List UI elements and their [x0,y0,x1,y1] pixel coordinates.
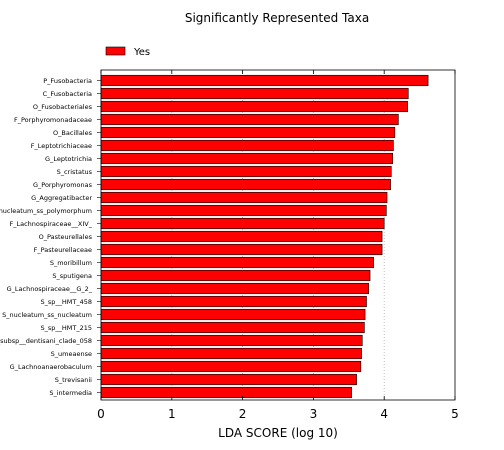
category-label: S_sp__HMT_215 [40,324,92,332]
category-label: F_Porphyromonadaceae [14,116,92,124]
category-labels: P_Fusobacteria C_Fusobacteria O_Fusobacter… [0,77,101,397]
bar [100,139,394,152]
category-label: S_umeaense [51,350,92,358]
category-label: S_sp__HMT_458 [40,298,92,306]
bar [100,230,383,243]
bar [100,165,392,178]
bar [100,373,357,386]
bar [100,204,387,217]
category-label: F_Pasteurellaceae [34,246,92,254]
bar [100,360,362,373]
x-tick-label: 2 [239,407,247,421]
bar [100,243,383,256]
bar [100,269,371,282]
bar [100,386,352,399]
x-axis-ticks: 0 1 2 3 4 5 [97,70,459,421]
category-label: S_trevisanii [55,376,92,384]
x-tick-label: 0 [97,407,105,421]
category-label: O_Fusobacteriales [33,103,93,111]
category-label: S_nucleatum_ss_nucleatum [2,311,92,319]
bar [100,347,362,360]
category-label: S_subsp__dentisani_clade_058 [0,337,92,345]
bars [100,74,429,399]
category-label: S_nucleatum_ss_polymorphum [0,207,92,215]
bar [100,126,396,139]
category-label: G_Porphyromonas [33,181,93,189]
category-label: O_Bacillales [53,129,93,137]
category-label: F_Leptotrichiaceae [31,142,92,150]
x-tick-label: 5 [451,407,459,421]
x-tick-label: 3 [310,407,318,421]
bar [100,178,391,191]
bar [100,191,388,204]
legend: Yes [105,46,150,58]
category-label: G_Leptotrichia [45,155,92,163]
legend-swatch [105,46,126,56]
category-label: P_Fusobacteria [43,77,92,85]
x-tick-label: 1 [168,407,176,421]
bar [100,217,385,230]
category-label: S_cristatus [57,168,93,176]
category-label: S_moribillum [50,259,92,267]
bar [100,152,393,165]
category-label: C_Fusobacteria [43,90,92,98]
bar [100,100,408,113]
bar [100,308,366,321]
category-label: S_intermedia [49,389,92,397]
category-label: G_Aggregatibacter [31,194,92,202]
bar [100,334,363,347]
plot-frame [100,69,456,401]
x-tick-label: 4 [380,407,388,421]
legend-label: Yes [133,47,150,58]
bar [100,295,367,308]
chart-title: Significantly Represented Taxa [185,11,369,25]
bar [100,74,429,87]
category-label: F_Lachnospiraceae__XIV_ [10,220,93,228]
category-label: G_Lachnoanaerobaculum [10,363,92,371]
category-label: O_Pasteurellales [39,233,93,241]
category-label: S_sputigena [52,272,92,280]
bar [100,282,369,295]
x-axis-label: LDA SCORE (log 10) [218,426,338,440]
bar [100,87,409,100]
bar [100,321,365,334]
bar [100,256,374,269]
bar [100,113,399,126]
category-label: G_Lachnospiraceae__G_2_ [7,285,93,293]
